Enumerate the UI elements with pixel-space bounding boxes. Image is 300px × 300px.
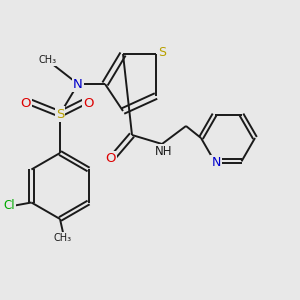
Text: N: N <box>211 156 221 170</box>
Text: CH₃: CH₃ <box>54 233 72 243</box>
Text: O: O <box>20 97 31 110</box>
Text: O: O <box>106 152 116 166</box>
Text: N: N <box>73 77 83 91</box>
Text: NH: NH <box>155 145 172 158</box>
Text: CH₃: CH₃ <box>39 55 57 65</box>
Text: O: O <box>83 97 94 110</box>
Text: S: S <box>158 46 166 59</box>
Text: Cl: Cl <box>3 199 15 212</box>
Text: S: S <box>56 107 64 121</box>
